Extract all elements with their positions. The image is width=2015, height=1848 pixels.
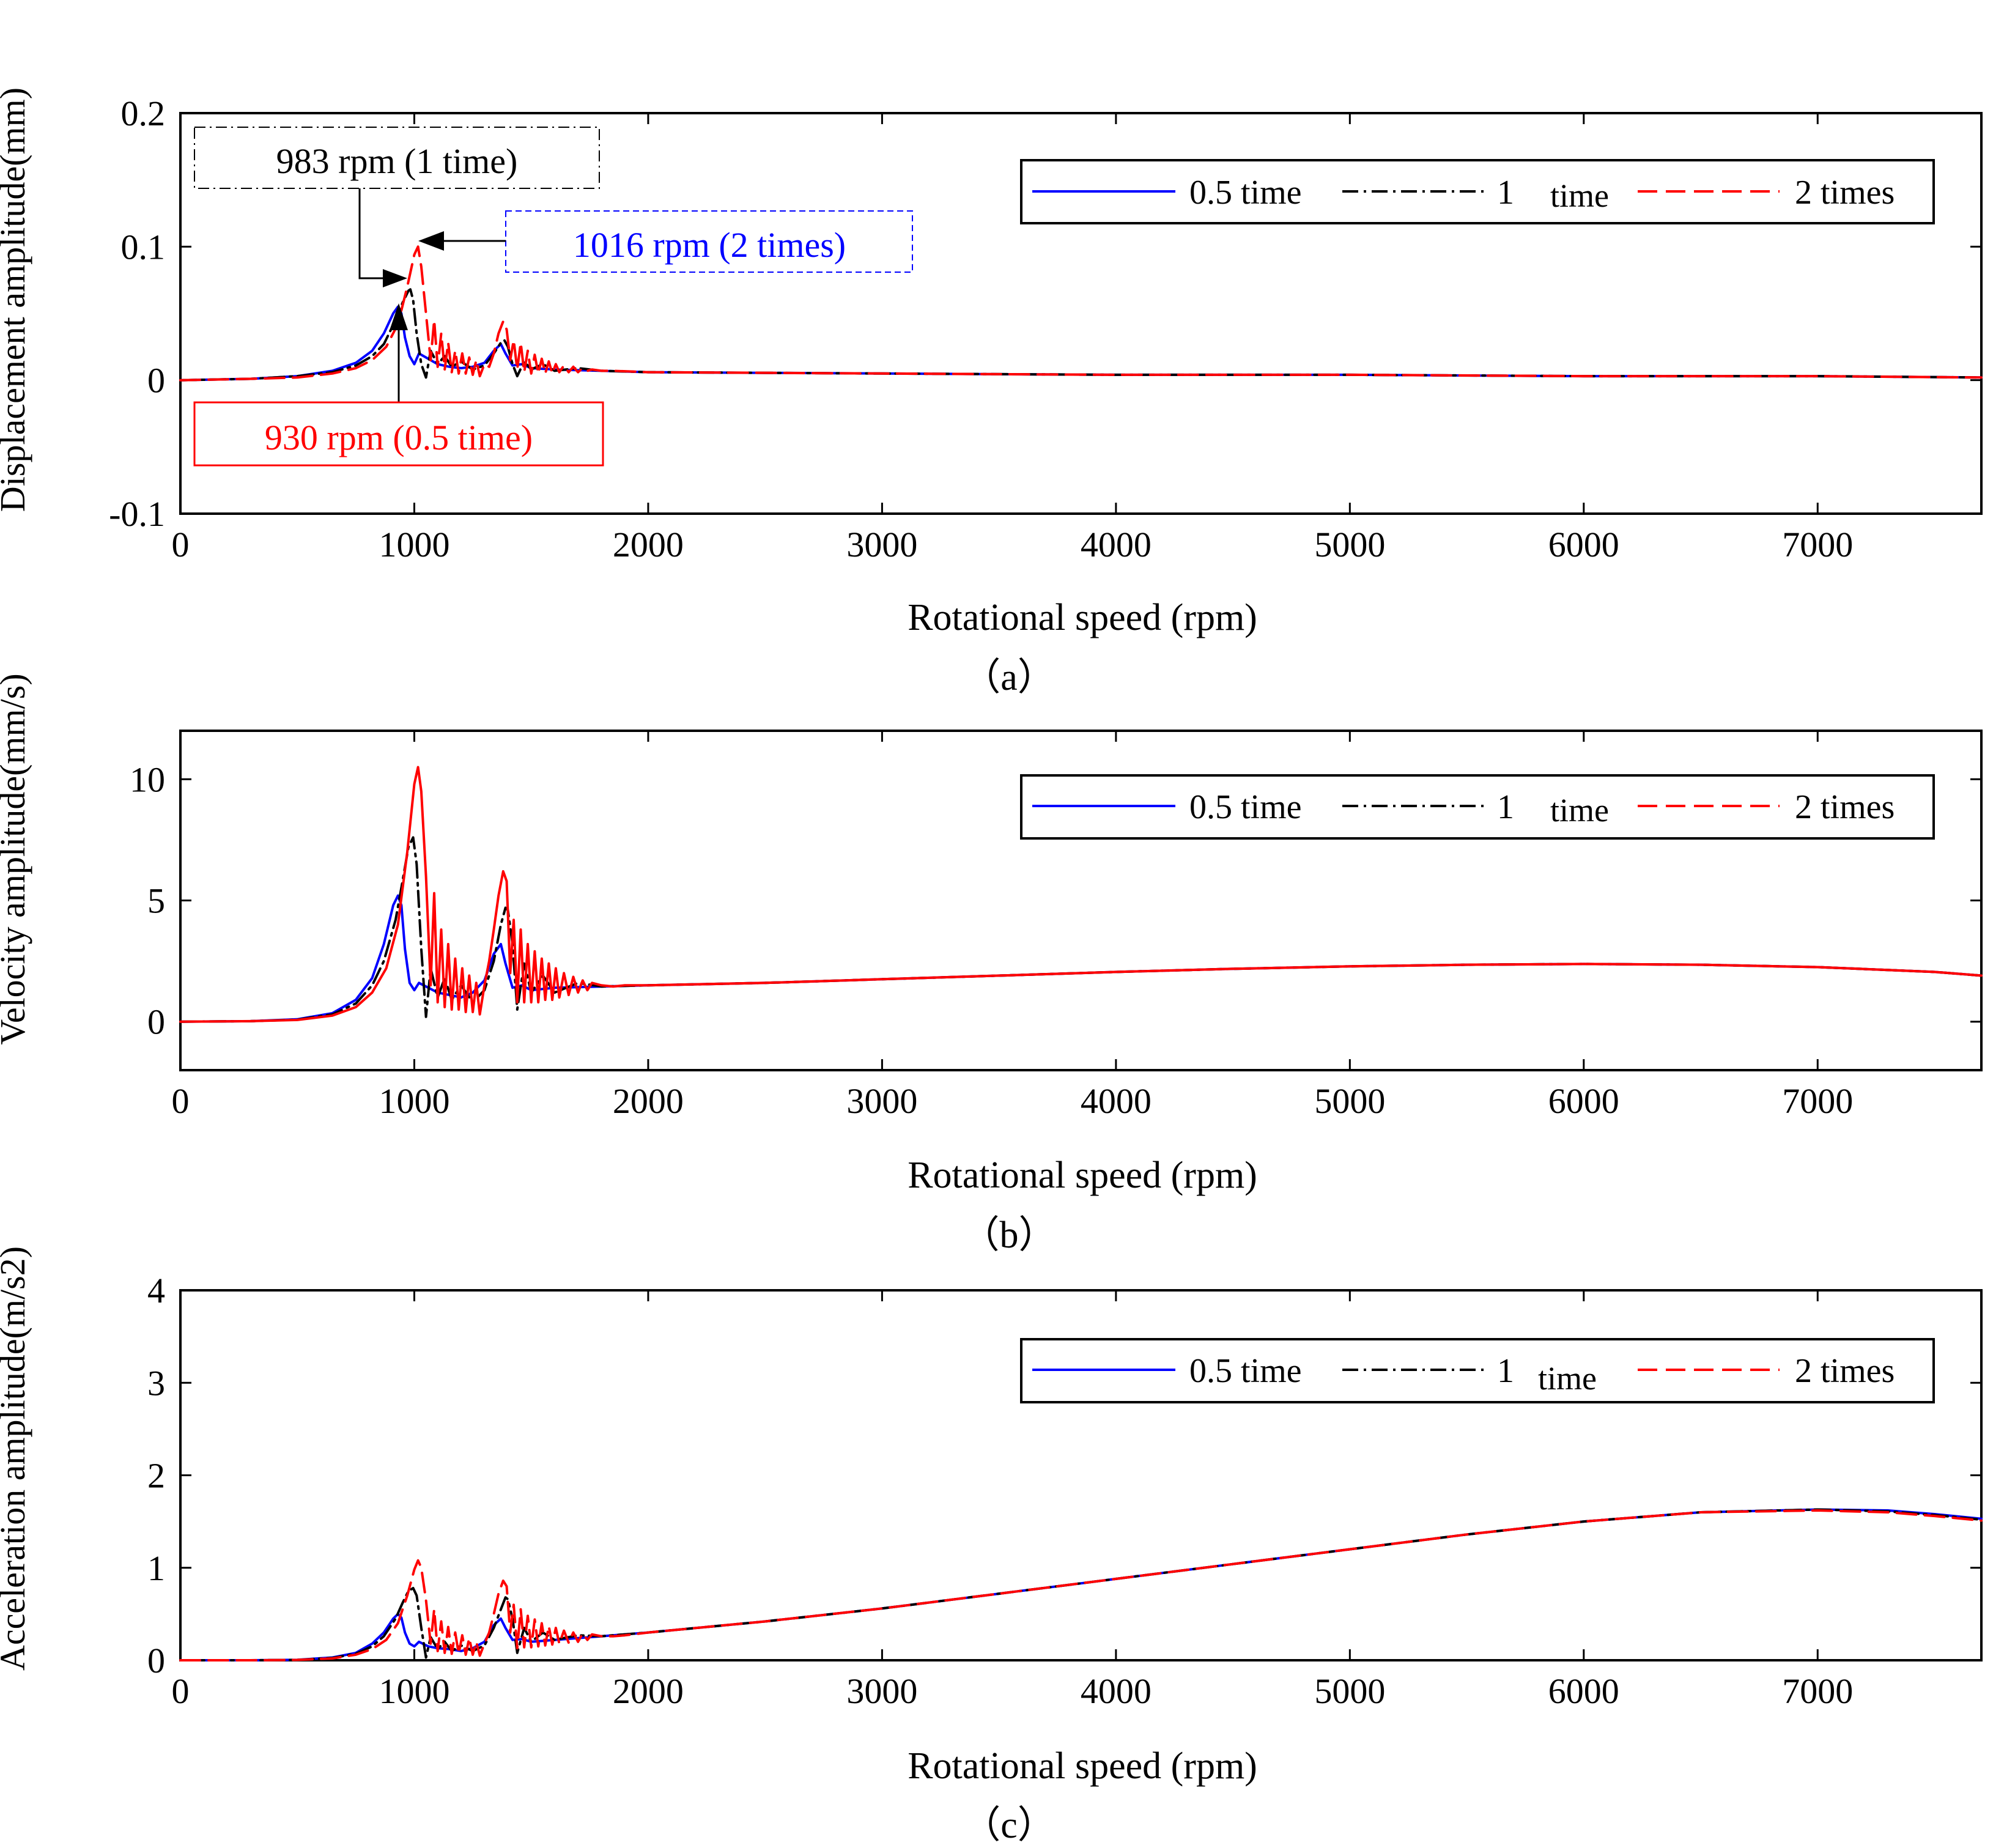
panel-c-xtick-label-2: 2000	[613, 1671, 684, 1711]
panel-b-series-2-line	[179, 766, 1983, 1023]
panel-b: Velocity amplitude(mm/s) Rotational spee…	[0, 673, 1983, 1256]
panel-c-xtick-label-1: 1000	[379, 1671, 449, 1711]
panel-c-legend-label-time: time	[1538, 1360, 1597, 1397]
panel-b-xtick-label-2: 2000	[613, 1081, 684, 1121]
panel-c-xtick-label-5: 5000	[1314, 1671, 1385, 1711]
panel-a-xtick-label-4: 4000	[1081, 525, 1152, 564]
panel-a-legend: 0.5 time 1 time 2 times	[1020, 159, 1935, 224]
panel-a-ytick-label-3: 0.2	[121, 94, 166, 133]
panel-a-ytick-label-0: -0.1	[109, 494, 165, 534]
panel-a-legend-label-1: 1	[1497, 174, 1514, 212]
panel-c-xtick-label-4: 4000	[1081, 1671, 1152, 1711]
panel-a-annotations: 983 rpm (1 time) 1016 rpm (2 times) 930 …	[193, 127, 913, 467]
panel-a-xtick-label-2: 2000	[613, 525, 684, 564]
panel-c-xtick-label-7: 7000	[1782, 1671, 1853, 1711]
annotation-983-box	[194, 127, 600, 189]
panel-c-series-2-line	[179, 1509, 1983, 1661]
panel-c-xlabel: Rotational speed (rpm)	[908, 1745, 1257, 1787]
panel-b-plot-area: 0 1000 2000 3000 4000 5000 6000 7000 0 5 10	[130, 731, 1983, 1121]
panel-b-ytick-label-1: 5	[147, 881, 165, 921]
panel-b-xtick-label-5: 5000	[1314, 1081, 1385, 1121]
panel-b-legend: 0.5 time 1 time 2 times	[1020, 774, 1935, 840]
panel-b-xtick-label-4: 4000	[1081, 1081, 1152, 1121]
panel-b-ylabel: Velocity amplitude(mm/s)	[0, 673, 32, 1044]
panel-c-ylabel: Acceleration amplitude(m/s2)	[0, 1246, 32, 1671]
annotation-1016-arrowhead	[418, 231, 444, 251]
panel-c-legend-label-0-5: 0.5 time	[1189, 1352, 1302, 1390]
panel-a-caption: （a）	[963, 657, 1056, 698]
panel-c: Acceleration amplitude(m/s2) Rotational …	[0, 1246, 1983, 1846]
panel-a-xtick-label-7: 7000	[1782, 525, 1853, 564]
panel-b-xlabel: Rotational speed (rpm)	[908, 1155, 1257, 1196]
panel-a-xlabel: Rotational speed (rpm)	[908, 597, 1257, 638]
panel-c-xtick-label-0: 0	[172, 1671, 190, 1711]
annotation-930-text: 930 rpm (0.5 time)	[265, 418, 533, 457]
panel-a-series-2-line	[179, 245, 1983, 382]
annotation-983-text: 983 rpm (1 time)	[276, 141, 518, 181]
panel-a-plot-frame	[179, 112, 1983, 515]
annotation-1016-box	[505, 210, 913, 273]
panel-a-legend-label-0-5: 0.5 time	[1189, 174, 1302, 212]
panel-a-legend-label-2: 2 times	[1795, 174, 1895, 212]
panel-c-ytick-label-4: 4	[147, 1271, 165, 1310]
panel-c-legend-label-1: 1	[1497, 1352, 1514, 1390]
panel-c-xtick-label-3: 3000	[846, 1671, 917, 1711]
panel-a: Displacement amplitude(mm) Rotational sp…	[0, 87, 1983, 698]
panel-b-ytick-label-0: 0	[147, 1002, 165, 1042]
panel-b-xtick-label-0: 0	[172, 1081, 190, 1121]
annotation-983-arrowhead	[383, 269, 407, 287]
panel-c-legend-label-2: 2 times	[1795, 1352, 1895, 1390]
panel-b-legend-label-2: 2 times	[1795, 788, 1895, 826]
panel-b-xtick-label-7: 7000	[1782, 1081, 1853, 1121]
panel-c-caption: （c）	[963, 1805, 1056, 1846]
panel-a-xtick-label-6: 6000	[1548, 525, 1619, 564]
panel-c-ytick-label-2: 2	[147, 1456, 165, 1496]
panel-b-caption: （b）	[961, 1214, 1056, 1256]
panel-a-ytick-label-2: 0.1	[121, 227, 166, 267]
panel-a-ylabel: Displacement amplitude(mm)	[0, 87, 32, 512]
panel-c-xtick-label-6: 6000	[1548, 1671, 1619, 1711]
panel-c-plot-area: 0 1000 2000 3000 4000 5000 6000 7000 0 1 2 3 4	[147, 1271, 1983, 1711]
panel-b-xtick-label-6: 6000	[1548, 1081, 1619, 1121]
annotation-983-leader	[358, 188, 384, 279]
panel-a-xtick-label-1: 1000	[379, 525, 449, 564]
panel-a-legend-label-time: time	[1550, 177, 1609, 214]
panel-c-ytick-label-0: 0	[147, 1641, 165, 1680]
panel-c-ytick-label-1: 1	[147, 1548, 165, 1588]
panel-b-legend-label-time: time	[1550, 792, 1609, 829]
panel-a-ytick-label-1: 0	[147, 361, 165, 401]
panel-c-ytick-label-3: 3	[147, 1363, 165, 1403]
panel-c-legend: 0.5 time 1 time 2 times	[1020, 1338, 1935, 1403]
panel-a-xtick-label-5: 5000	[1314, 525, 1385, 564]
panel-a-xtick-label-3: 3000	[846, 525, 917, 564]
panel-b-xtick-label-3: 3000	[846, 1081, 917, 1121]
annotation-930-arrowhead	[390, 303, 408, 330]
panel-b-legend-label-0-5: 0.5 time	[1189, 788, 1302, 826]
panel-a-xtick-label-0: 0	[172, 525, 190, 564]
annotation-1016-text: 1016 rpm (2 times)	[573, 225, 846, 265]
panel-a-plot-area: 0 1000 2000 3000 4000 5000 6000 7000-0.100.10.2	[109, 94, 1983, 564]
panel-b-ytick-label-2: 10	[130, 760, 165, 799]
panel-b-legend-label-1: 1	[1497, 788, 1514, 826]
panel-b-xtick-label-1: 1000	[379, 1081, 449, 1121]
annotation-930-box	[193, 401, 604, 467]
